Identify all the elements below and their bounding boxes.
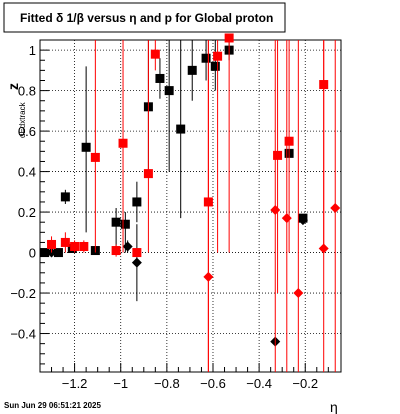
data-point-diamond	[297, 215, 308, 226]
y-tick-label: 0.4	[18, 165, 36, 180]
data-point-square	[70, 241, 80, 251]
y-axis-label: z	[5, 83, 21, 90]
y-tick-label: −0.4	[10, 327, 36, 342]
series-2	[47, 33, 329, 372]
y-tick-label: 0.6	[18, 124, 36, 139]
data-point-diamond	[330, 203, 341, 214]
data-point-diamond	[122, 241, 133, 252]
data-point-square	[120, 219, 130, 229]
data-point-square	[79, 241, 89, 251]
chart-title: Fitted δ 1/β versus η and p for Global p…	[20, 11, 273, 25]
data-point-square	[53, 248, 63, 258]
x-tick-label: −0.2	[292, 376, 318, 391]
data-point-square	[210, 61, 220, 71]
data-point-diamond	[270, 205, 281, 216]
data-point-diamond	[281, 213, 292, 224]
timestamp-footer: Sun Jun 29 06:51:21 2025	[4, 401, 101, 410]
y-axis-sublabel: dEdxtrack	[18, 101, 27, 138]
data-point-square	[132, 197, 142, 207]
data-point-diamond	[131, 257, 142, 268]
data-point-square	[273, 150, 283, 160]
data-point-square	[132, 248, 142, 258]
x-tick-label: −0.6	[200, 376, 226, 391]
data-point-square	[111, 217, 121, 227]
data-series	[40, 33, 341, 372]
series-1	[46, 215, 308, 347]
data-point-square	[201, 53, 211, 63]
series-3	[203, 40, 341, 372]
data-point-square	[176, 124, 186, 134]
y-tick-label: −0.2	[10, 286, 36, 301]
axes: −1.2 −1 −0.8 −0.6 −0.4 −0.2 −0.4 −0.2 0 0.2 0.4 0.6…	[10, 43, 329, 391]
data-point-square	[187, 65, 197, 75]
data-point-square	[47, 239, 57, 249]
series-0	[40, 40, 308, 258]
data-point-square	[60, 192, 70, 202]
x-tick-label: −0.8	[154, 376, 180, 391]
data-point-diamond	[318, 243, 329, 254]
y-tick-label: 0.2	[18, 205, 36, 220]
title-box	[3, 2, 286, 33]
data-point-diamond	[293, 288, 304, 299]
plot-frame	[39, 39, 342, 373]
data-point-square	[81, 142, 91, 152]
data-point-square	[60, 237, 70, 247]
y-tick-label: 1	[29, 43, 36, 58]
data-point-square	[213, 51, 223, 61]
data-point-square	[150, 49, 160, 59]
y-tick-label: 0	[29, 246, 36, 261]
x-tick-label: −1	[113, 376, 128, 391]
x-axis-label: η	[330, 399, 338, 414]
y-tick-label: 0.8	[18, 84, 36, 99]
y-axis-label-group: z dEdxtrack	[5, 83, 27, 138]
grid	[40, 40, 341, 372]
x-tick-label: −0.4	[246, 376, 272, 391]
x-tick-label: −1.2	[62, 376, 88, 391]
data-point-diamond	[203, 271, 214, 282]
data-point-square	[155, 73, 165, 83]
data-point-square	[143, 169, 153, 179]
data-point-square	[90, 152, 100, 162]
data-point-square	[164, 86, 174, 96]
data-point-square	[284, 136, 294, 146]
data-point-square	[118, 138, 128, 148]
data-point-square	[224, 33, 234, 43]
data-point-square	[111, 246, 121, 256]
